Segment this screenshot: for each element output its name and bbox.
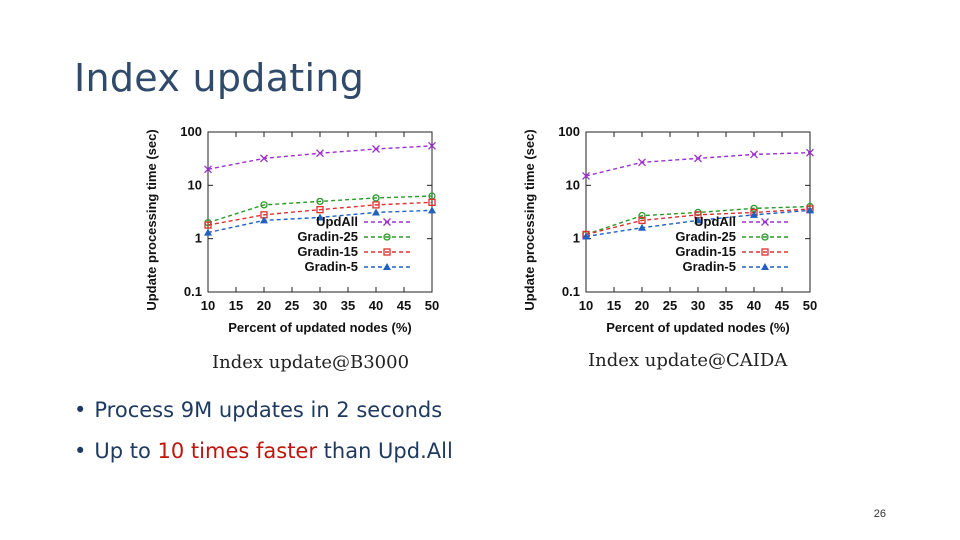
y-tick-label: 100 <box>180 124 202 139</box>
data-point-x <box>694 154 702 163</box>
y-axis-label: Update processing time (sec) <box>522 129 537 310</box>
y-axis-label: Update processing time (sec) <box>144 129 159 310</box>
bullet-highlight: 10 times faster <box>157 439 317 463</box>
x-tick-label: 25 <box>285 298 299 313</box>
series-line <box>207 201 433 226</box>
data-point-x <box>750 150 758 159</box>
legend-label: Gradin-15 <box>675 244 736 259</box>
bullet-text: Process 9M updates in 2 seconds <box>94 398 443 422</box>
x-tick-label: 20 <box>257 298 271 313</box>
data-point-square <box>372 201 380 209</box>
data-point-square <box>316 205 324 214</box>
chart-caption-b3000: Index update@B3000 <box>212 352 410 373</box>
x-tick-label: 30 <box>691 298 705 313</box>
data-point-x <box>260 154 268 163</box>
x-tick-label: 45 <box>775 298 789 313</box>
page-number: 26 <box>873 508 886 520</box>
slide-title: Index updating <box>74 56 365 100</box>
y-tick-label: 1 <box>573 231 580 246</box>
data-point-square <box>638 216 646 225</box>
x-tick-label: 10 <box>201 298 215 313</box>
data-point-square <box>761 248 769 256</box>
legend-label: Gradin-25 <box>297 229 358 244</box>
series-line <box>207 195 433 224</box>
bullet-dot-icon: • <box>74 439 87 463</box>
x-tick-label: 20 <box>635 298 649 313</box>
x-tick-label: 40 <box>369 298 383 313</box>
y-tick-label: 0.1 <box>562 284 580 299</box>
y-tick-label: 10 <box>566 177 580 192</box>
legend-label: Gradin-5 <box>683 259 736 274</box>
y-tick-label: 100 <box>558 124 580 139</box>
x-tick-label: 35 <box>341 298 355 313</box>
chart-caption-caida: Index update@CAIDA <box>588 350 788 371</box>
x-axis-label: Percent of updated nodes (%) <box>606 320 789 335</box>
series-line <box>207 145 433 170</box>
data-point-circle <box>372 194 380 202</box>
data-point-x <box>582 171 590 180</box>
bullet-suffix: than Upd.All <box>316 439 453 463</box>
data-point-circle <box>383 233 391 241</box>
x-tick-label: 40 <box>747 298 761 313</box>
data-point-x <box>806 148 814 157</box>
y-tick-label: 10 <box>188 177 202 192</box>
y-tick-label: 0.1 <box>184 284 202 299</box>
x-tick-label: 35 <box>719 298 733 313</box>
x-axis-label: Percent of updated nodes (%) <box>228 320 411 335</box>
legend-label: UpdAll <box>694 214 736 229</box>
x-tick-label: 25 <box>663 298 677 313</box>
data-point-x <box>372 145 380 153</box>
x-tick-label: 45 <box>397 298 411 313</box>
legend-label: Gradin-15 <box>297 244 358 259</box>
x-tick-label: 50 <box>425 298 439 313</box>
data-point-circle <box>761 233 769 241</box>
data-point-triangle <box>204 228 212 236</box>
data-point-circle <box>316 197 324 206</box>
bullet-list: • Process 9M updates in 2 seconds • Up to … <box>74 390 453 472</box>
data-point-triangle <box>383 263 391 270</box>
x-tick-label: 15 <box>607 298 621 313</box>
x-tick-label: 50 <box>803 298 817 313</box>
legend-label: Gradin-5 <box>305 259 358 274</box>
bullet-item: • Up to 10 times faster than Upd.All <box>74 431 453 472</box>
data-point-x <box>428 141 436 150</box>
bullet-prefix: Up to <box>94 439 158 463</box>
legend-label: UpdAll <box>316 214 358 229</box>
data-point-square <box>428 198 436 206</box>
data-point-triangle <box>582 232 590 240</box>
x-tick-label: 30 <box>313 298 327 313</box>
data-point-x <box>761 218 769 226</box>
legend-label: Gradin-25 <box>675 229 736 244</box>
data-point-circle <box>260 201 268 209</box>
y-tick-label: 1 <box>195 231 202 246</box>
data-point-triangle <box>694 216 702 224</box>
data-point-x <box>204 165 212 174</box>
data-point-triangle <box>372 208 380 216</box>
series-line <box>585 151 811 177</box>
data-point-triangle <box>428 206 436 214</box>
data-point-x <box>316 149 324 158</box>
data-point-triangle <box>806 206 814 214</box>
x-tick-label: 10 <box>579 298 593 313</box>
data-point-triangle <box>638 223 646 231</box>
series-line <box>585 208 811 236</box>
bullet-dot-icon: • <box>74 398 87 422</box>
bullet-item: • Process 9M updates in 2 seconds <box>74 390 453 431</box>
data-point-triangle <box>750 210 758 218</box>
x-tick-label: 15 <box>229 298 243 313</box>
data-point-square <box>204 221 212 229</box>
data-point-x <box>383 218 391 226</box>
data-point-triangle <box>316 213 324 221</box>
data-point-square <box>383 248 391 256</box>
data-point-triangle <box>260 216 268 224</box>
data-point-circle <box>638 212 646 220</box>
data-point-x <box>638 158 646 167</box>
data-point-triangle <box>761 263 769 270</box>
